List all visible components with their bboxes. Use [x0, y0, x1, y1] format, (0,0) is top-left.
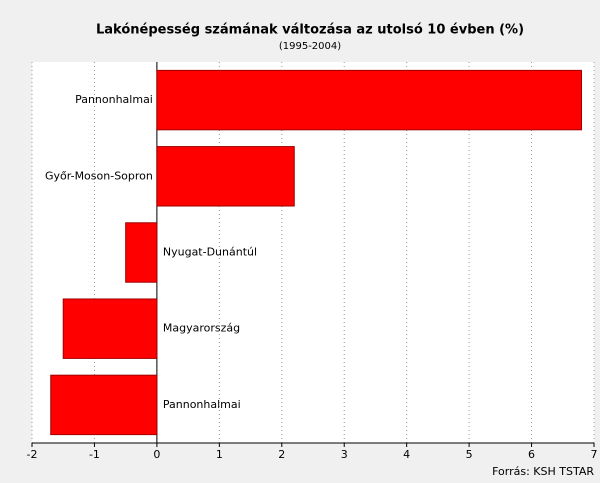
- bar: [156, 69, 583, 131]
- x-tick-label: -2: [27, 448, 38, 461]
- category-label: Győr-Moson-Sopron: [45, 169, 153, 182]
- bar: [62, 298, 158, 359]
- bar: [156, 146, 295, 207]
- x-tick-label: 1: [216, 448, 223, 461]
- chart-title: Lakónépesség számának változása az utols…: [96, 23, 524, 38]
- category-label: Magyarország: [163, 322, 240, 335]
- category-label: Pannonhalmai: [75, 93, 153, 106]
- bar: [125, 222, 158, 283]
- source-note: Forrás: KSH TSTAR: [492, 465, 594, 478]
- chart-subtitle: (1995-2004): [279, 41, 341, 52]
- x-tick-label: 2: [278, 448, 285, 461]
- category-label: Pannonhalmai: [163, 398, 241, 411]
- x-tick-label: 4: [403, 448, 410, 461]
- category-label: Nyugat-Dunántúl: [163, 246, 257, 259]
- bar: [50, 374, 158, 436]
- x-tick-label: 0: [153, 448, 160, 461]
- x-tick-label: 7: [591, 448, 598, 461]
- x-tick-label: 6: [528, 448, 535, 461]
- x-tick-label: 3: [341, 448, 348, 461]
- x-tick-label: 5: [466, 448, 473, 461]
- x-tick-label: -1: [89, 448, 100, 461]
